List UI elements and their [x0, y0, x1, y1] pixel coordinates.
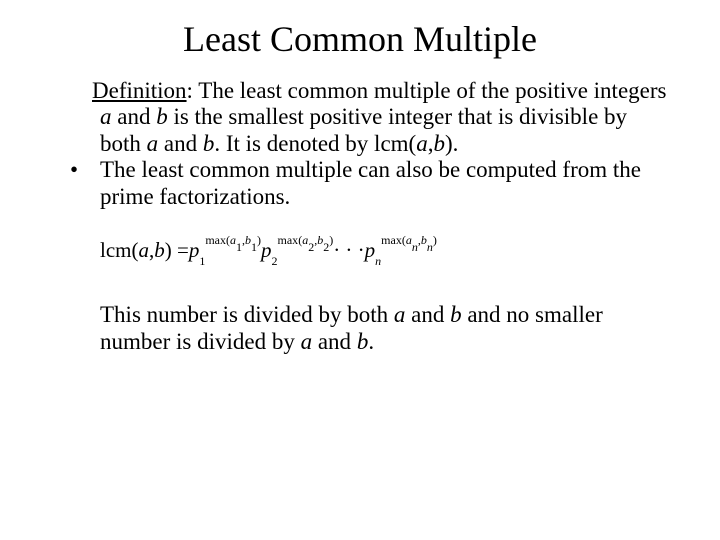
closing-5: . [368, 329, 374, 354]
formula-expn: max(an,bn) [381, 233, 437, 247]
closing-a-2: a [301, 329, 313, 354]
def-a-2: a [147, 131, 159, 156]
formula-close: ) = [165, 238, 189, 262]
page-title: Least Common Multiple [50, 18, 670, 60]
closing-1: This number is divided by both [100, 302, 394, 327]
def-a-3: a [416, 131, 428, 156]
formula-a: a [139, 238, 150, 262]
formula-exp2: max(a2,b2) [278, 233, 334, 247]
formula: lcm(a, b) = p1max(a1,b1)p2max(a2,b2) · ·… [100, 238, 670, 274]
formula-p1: p [189, 238, 200, 262]
definition-paragraph: Definition: The least common multiple of… [100, 78, 670, 157]
bullet-item: • The least common multiple can also be … [72, 157, 670, 210]
formula-dots: · · · [333, 238, 364, 262]
closing-4: and [312, 329, 357, 354]
formula-b: b [154, 238, 165, 262]
closing-b-1: b [450, 302, 462, 327]
bullet-mark: • [70, 157, 78, 183]
content: Definition: The least common multiple of… [50, 78, 670, 355]
formula-sub1: 1 [199, 254, 205, 268]
formula-open: ( [132, 238, 139, 262]
def-text-6: ). [445, 131, 458, 156]
formula-p2: p [261, 238, 272, 262]
def-text-2: and [112, 104, 157, 129]
def-text-4: and [158, 131, 203, 156]
closing-b-2: b [357, 329, 369, 354]
closing-a-1: a [394, 302, 406, 327]
def-a-1: a [100, 104, 112, 129]
def-b-3: b [433, 131, 445, 156]
def-text-5: . It is denoted by lcm( [214, 131, 416, 156]
def-b-1: b [156, 104, 168, 129]
formula-lcm: lcm [100, 238, 132, 262]
closing-paragraph: This number is divided by both a and b a… [100, 302, 670, 355]
definition-label: Definition [92, 78, 187, 103]
closing-2: and [405, 302, 450, 327]
formula-sub2: 2 [272, 254, 278, 268]
def-b-2: b [203, 131, 215, 156]
def-text-1: : The least common multiple of the posit… [187, 78, 667, 103]
formula-exp1: max(a1,b1) [205, 233, 261, 247]
bullet-text: The least common multiple can also be co… [100, 157, 670, 210]
formula-subn: n [375, 254, 381, 268]
formula-pn: p [365, 238, 376, 262]
